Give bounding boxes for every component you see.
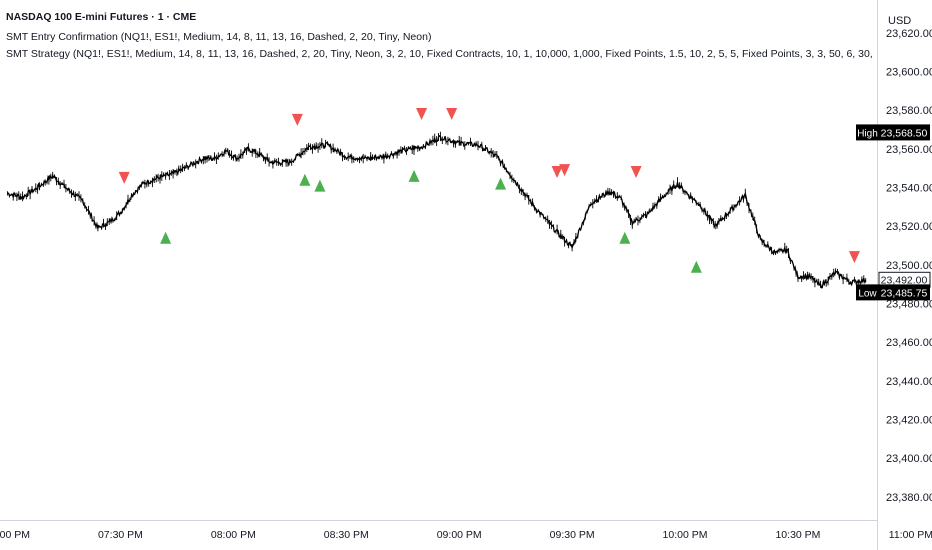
x-tick-label: 10:30 PM (775, 529, 820, 541)
y-tick-label: 23,380.00 (886, 492, 932, 504)
high-label-box (856, 124, 879, 141)
bearish-signal-marker (559, 164, 571, 177)
bearish-signal-marker (446, 108, 458, 121)
bearish-signal-marker (416, 108, 428, 121)
symbol-title[interactable]: NASDAQ 100 E-mini Futures · 1 · CME (6, 11, 197, 23)
y-tick-label: 23,500.00 (886, 260, 932, 272)
bearish-signal-marker (291, 113, 303, 126)
y-tick-label: 23,420.00 (886, 414, 932, 426)
bullish-signal-marker (299, 173, 311, 186)
x-tick-label: 11:00 PM (889, 529, 932, 541)
bullish-signal-marker (619, 231, 631, 244)
high-price-value: 23,568.50 (881, 127, 928, 139)
y-tick-label: 23,400.00 (886, 453, 932, 465)
y-tick-label: 23,480.00 (886, 298, 932, 310)
x-tick-label: 08:30 PM (324, 529, 369, 541)
low-label-box (856, 284, 879, 301)
currency-label: USD (888, 15, 911, 27)
x-tick-label: 09:00 PM (437, 529, 482, 541)
bearish-signal-marker (551, 166, 563, 179)
bullish-signal-marker (690, 260, 702, 273)
y-tick-label: 23,560.00 (886, 144, 932, 156)
bullish-signal-marker (160, 231, 172, 244)
price-series-line (7, 135, 867, 289)
y-tick-label: 23,520.00 (886, 221, 932, 233)
y-tick-label: 23,460.00 (886, 337, 932, 349)
x-tick-label: 09:30 PM (550, 529, 595, 541)
x-tick-label: 08:00 PM (211, 529, 256, 541)
high-label: High (857, 128, 878, 139)
high-price-tag (879, 124, 930, 141)
price-wicks (7, 131, 867, 289)
low-price-value: 23,485.75 (881, 287, 928, 299)
y-tick-label: 23,600.00 (886, 67, 932, 79)
y-tick-label: 23,540.00 (886, 183, 932, 195)
bullish-signal-marker (495, 177, 507, 190)
y-tick-label: 23,620.00 (886, 28, 932, 40)
x-tick-label: 07:30 PM (98, 529, 143, 541)
low-label: Low (858, 288, 877, 299)
x-tick-label: 10:00 PM (663, 529, 708, 541)
bullish-signal-marker (408, 169, 420, 182)
x-tick-label: 07:00 PM (0, 529, 30, 541)
bearish-signal-marker (848, 251, 860, 264)
bearish-signal-marker (118, 171, 130, 184)
y-tick-label: 23,440.00 (886, 376, 932, 388)
bearish-signal-marker (630, 166, 642, 179)
indicator-legend-smt-strategy[interactable]: SMT Strategy (NQ1!, ES1!, Medium, 14, 8,… (6, 48, 874, 60)
y-tick-label: 23,580.00 (886, 105, 932, 117)
last-price-value: 23,492.00 (881, 274, 928, 286)
bullish-signal-marker (314, 179, 326, 192)
low-price-tag (879, 284, 930, 301)
indicator-legend-smt-entry[interactable]: SMT Entry Confirmation (NQ1!, ES1!, Medi… (6, 31, 432, 43)
